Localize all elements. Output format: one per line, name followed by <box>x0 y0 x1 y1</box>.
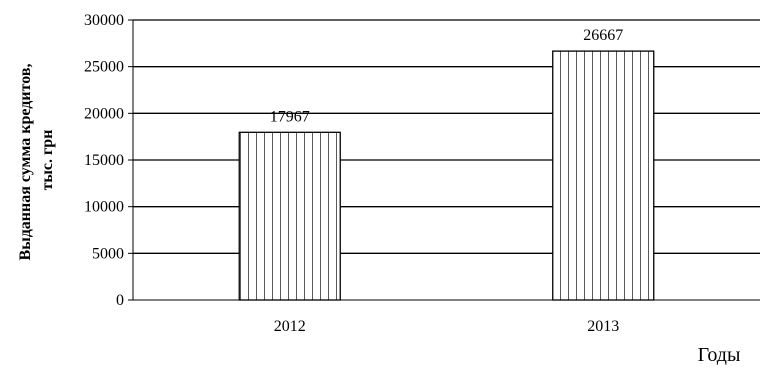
bars <box>238 50 655 301</box>
data-label-2012: 17967 <box>270 108 310 125</box>
bar-2013 <box>552 50 655 301</box>
y-tick-label: 25000 <box>84 59 124 76</box>
gridlines <box>133 19 760 254</box>
y-tick-label: 5000 <box>92 245 124 262</box>
x-axis-title: Годы <box>698 344 741 366</box>
axes <box>128 19 760 301</box>
data-labels: 17967 26667 <box>270 27 624 125</box>
y-axis-title-line-1: Выданная сумма кредитов, <box>17 64 34 261</box>
y-tick-label: 0 <box>116 292 124 309</box>
data-label-2013: 26667 <box>583 27 623 44</box>
x-tick-labels: 2012 2013 <box>274 318 620 335</box>
y-axis-title-line-2: тыс. грн <box>39 130 56 191</box>
x-tick-label-2013: 2013 <box>587 318 619 335</box>
y-tick-label: 15000 <box>84 152 124 169</box>
y-tick-label: 30000 <box>84 12 124 29</box>
y-tick-label: 10000 <box>84 199 124 216</box>
bar-2012 <box>238 131 341 301</box>
y-tick-label: 20000 <box>84 105 124 122</box>
x-tick-label-2012: 2012 <box>274 318 306 335</box>
y-tick-labels: 0 5000 10000 15000 20000 25000 30000 <box>84 12 124 309</box>
y-axis-title: Выданная сумма кредитов, тыс. грн <box>17 60 56 261</box>
